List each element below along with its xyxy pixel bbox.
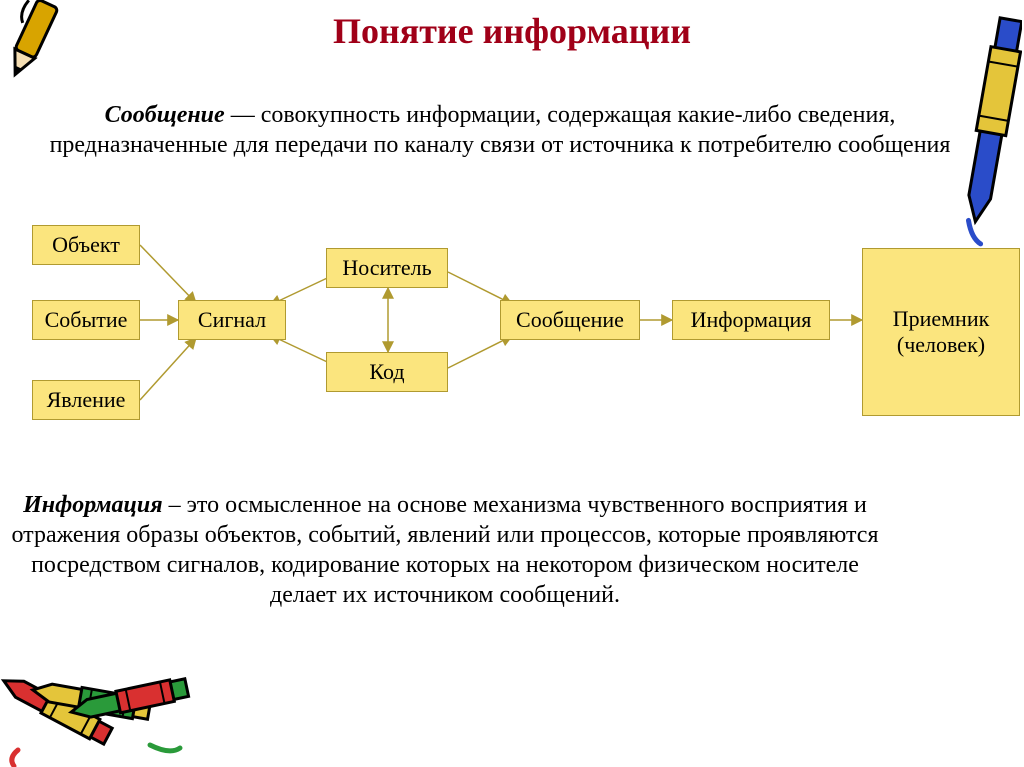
definition-information: Информация – это осмысленное на основе м… <box>10 490 880 610</box>
node-signal: Сигнал <box>178 300 286 340</box>
node-code: Код <box>326 352 448 392</box>
definition-message-term: Сообщение <box>105 102 225 128</box>
node-carrier: Носитель <box>326 248 448 288</box>
blue-crayon-icon <box>960 8 1022 258</box>
node-message: Сообщение <box>500 300 640 340</box>
node-object: Объект <box>32 225 140 265</box>
slide-stage: { "background_color": "#ffffff", "title"… <box>0 0 1024 767</box>
node-receiver: Приемник (человек) <box>862 248 1020 416</box>
node-info: Информация <box>672 300 830 340</box>
pencil-icon <box>0 0 60 95</box>
definition-message: Сообщение — совокупность информации, сод… <box>30 100 970 160</box>
slide-title: Понятие информации <box>0 10 1024 52</box>
definition-information-term: Информация <box>23 492 162 518</box>
node-event: Событие <box>32 300 140 340</box>
node-phenom: Явление <box>32 380 140 420</box>
title-text: Понятие информации <box>333 11 691 51</box>
crayons-group-icon <box>0 630 195 767</box>
